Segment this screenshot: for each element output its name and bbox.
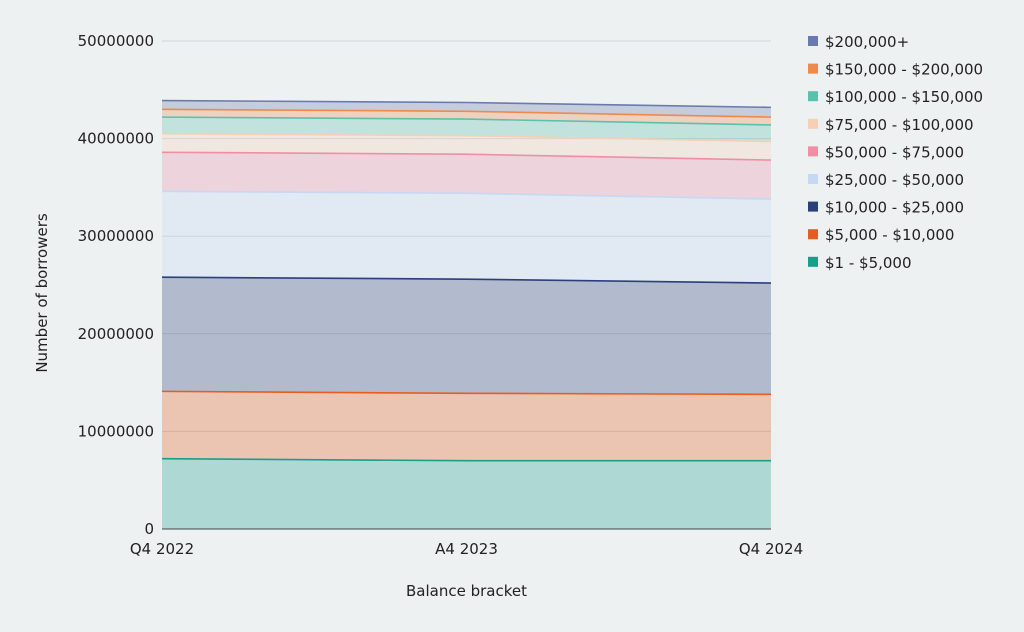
legend-item[interactable]: $10,000 - $25,000 [808,199,964,217]
legend-swatch [808,146,818,157]
series-line [161,390,772,396]
y-tick-label: 30000000 [78,227,154,245]
series-line [161,190,772,200]
legend-swatch [808,256,818,267]
series-line [161,457,771,462]
series-lines [161,99,772,462]
y-tick-label: 50000000 [78,32,154,50]
legend-swatch [808,63,818,74]
y-tick-label: 0 [144,520,154,538]
legend-label: $25,000 - $50,000 [825,171,964,189]
series-line [161,276,772,284]
legend-label: $50,000 - $75,000 [825,143,964,161]
x-axis-title: Balance bracket [406,582,527,600]
axes: 0 10000000 20000000 30000000 40000000 5000000… [78,32,804,558]
area--75-000-100-000[interactable] [162,133,771,161]
legend-label: $200,000+ [825,33,909,51]
series-line [161,132,772,143]
y-tick-label: 10000000 [78,422,154,440]
legend-item[interactable]: $5,000 - $10,000 [808,226,954,244]
area--25-000-50-000[interactable] [162,191,771,284]
area--100-000-150-000[interactable] [162,117,771,142]
area--10-000-25-000[interactable] [162,277,771,395]
legend[interactable]: $200,000+ $150,000 - $200,000 $100,000 - $… [808,33,983,272]
legend-item[interactable]: $25,000 - $50,000 [808,171,964,189]
legend-item[interactable]: $1 - $5,000 [808,254,912,272]
area--200-000-[interactable] [162,100,771,118]
legend-item[interactable]: $100,000 - $150,000 [808,88,983,106]
legend-label: $75,000 - $100,000 [825,116,974,134]
y-axis-title: Number of borrowers [33,213,51,373]
legend-swatch [808,174,818,184]
area--150-000-200-000[interactable] [162,109,771,125]
area--50-000-75-000[interactable] [162,152,771,200]
x-tick-label: Q4 2024 [739,540,803,558]
area-series [162,100,771,529]
legend-item[interactable]: $75,000 - $100,000 [808,116,974,134]
legend-label: $150,000 - $200,000 [825,61,983,79]
series-line [161,116,772,126]
legend-swatch [808,229,818,240]
legend-swatch [808,201,818,212]
y-tick-label: 40000000 [78,130,154,148]
legend-label: $1 - $5,000 [825,254,912,272]
legend-item[interactable]: $50,000 - $75,000 [808,143,964,161]
legend-item[interactable]: $200,000+ [808,33,909,51]
x-tick-label: Q4 2022 [130,540,194,558]
y-tick-label: 20000000 [78,325,154,343]
legend-label: $5,000 - $10,000 [825,226,954,244]
legend-swatch [808,36,818,46]
series-line [161,151,772,161]
legend-label: $10,000 - $25,000 [825,199,964,217]
legend-swatch [808,91,818,102]
series-line [161,99,772,109]
x-tick-label: A4 2023 [435,540,498,558]
legend-item[interactable]: $150,000 - $200,000 [808,61,983,79]
series-line [161,108,772,118]
legend-label: $100,000 - $150,000 [825,88,983,106]
legend-swatch [808,118,818,129]
area--5-000-10-000[interactable] [162,391,771,461]
area--1-5-000[interactable] [162,458,771,529]
